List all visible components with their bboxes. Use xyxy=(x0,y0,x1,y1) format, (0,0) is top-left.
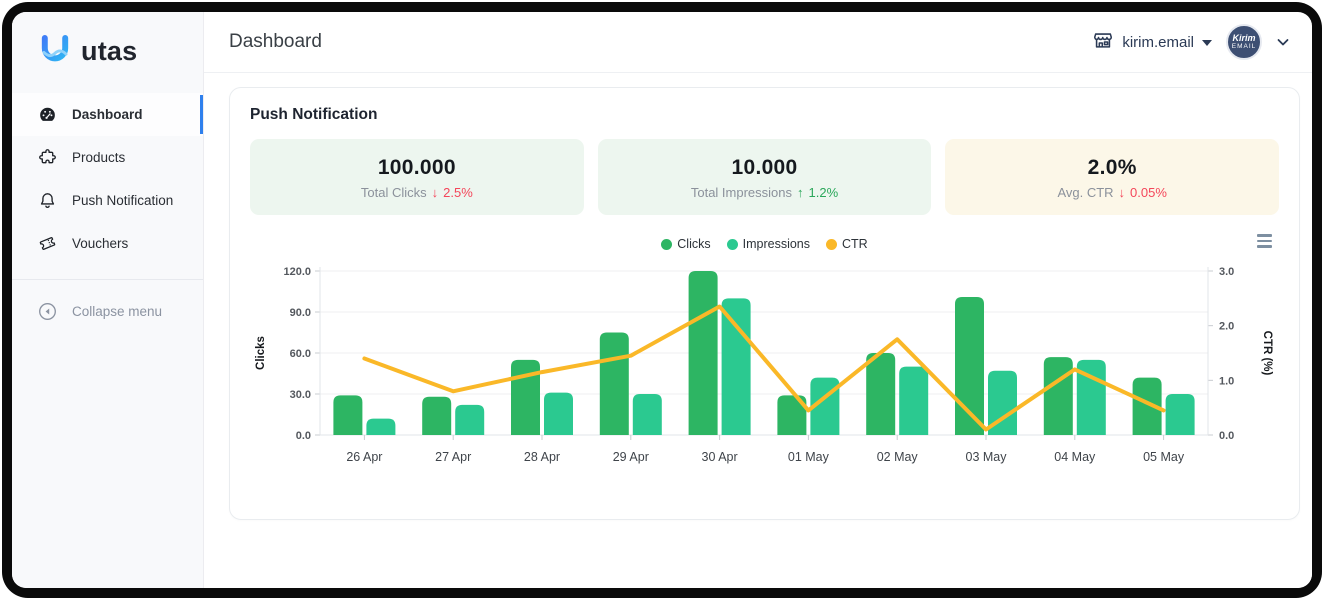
svg-text:90.0: 90.0 xyxy=(290,307,311,319)
combo-chart: 0.0 30.0 60.0 90.0 120.0 0.0 1.0 2.0 3.0 Clicks CT… xyxy=(250,257,1279,484)
sidebar-item-vouchers[interactable]: Vouchers xyxy=(12,222,203,265)
legend-item-clicks[interactable]: Clicks xyxy=(661,237,711,251)
chart-canvas: 0.0 30.0 60.0 90.0 120.0 0.0 1.0 2.0 3.0 Clicks CT… xyxy=(255,266,1273,464)
stat-delta: 1.2% xyxy=(808,185,839,200)
stat-label-row: Avg. CTR ↓ 0.05% xyxy=(955,185,1269,200)
stat-label: Avg. CTR xyxy=(1057,185,1114,200)
sidebar-menu: Dashboard Products Push Notification Vouche… xyxy=(12,93,203,265)
stat-delta: 2.5% xyxy=(443,185,473,200)
stat-value: 2.0% xyxy=(1087,156,1137,179)
stat-card-total-clicks: 100.000 Total Clicks ↓ 2.5% xyxy=(250,139,584,215)
push-notification-card: Push Notification 100.000 Total Clicks ↓ 2.… xyxy=(229,87,1300,520)
main-area: Dashboard kirim.email xyxy=(204,12,1312,588)
legend-dot-icon xyxy=(726,238,738,250)
stat-label-row: Total Impressions ↑ 1.2% xyxy=(608,185,922,200)
legend-label: Impressions xyxy=(742,237,811,251)
chart-menu-icon[interactable] xyxy=(1254,231,1275,251)
stat-card-avg-ctr: 2.0% Avg. CTR ↓ 0.05% xyxy=(945,139,1280,215)
svg-text:01 May: 01 May xyxy=(788,450,830,464)
user-avatar[interactable]: Kirim EMAIL xyxy=(1226,24,1262,60)
legend-item-ctr[interactable]: CTR xyxy=(826,237,868,251)
svg-text:02 May: 02 May xyxy=(877,450,919,464)
stat-card-total-impressions: 10.000 Total Impressions ↑ 1.2% xyxy=(597,139,932,215)
sidebar-item-label: Dashboard xyxy=(72,107,143,122)
trend-down-arrow-icon: ↓ xyxy=(431,185,439,200)
app-window: utas Dashboard Products Push Notification V… xyxy=(12,12,1312,588)
sidebar: utas Dashboard Products Push Notification V… xyxy=(12,12,204,588)
legend-dot-icon xyxy=(826,238,838,250)
svg-text:0.0: 0.0 xyxy=(1219,430,1234,442)
svg-text:26 Apr: 26 Apr xyxy=(346,450,382,464)
stat-delta: 0.05% xyxy=(1130,185,1167,200)
storefront-icon xyxy=(1092,29,1114,56)
svg-text:30.0: 30.0 xyxy=(290,389,311,401)
stat-value: 100.000 xyxy=(377,156,456,179)
sidebar-divider xyxy=(12,279,203,280)
stat-label-row: Total Clicks ↓ 2.5% xyxy=(260,185,574,200)
store-selector[interactable]: kirim.email xyxy=(1092,29,1212,56)
svg-text:60.0: 60.0 xyxy=(290,348,311,360)
svg-text:3.0: 3.0 xyxy=(1219,266,1234,278)
legend-label: Clicks xyxy=(677,237,711,251)
stat-label: Total Clicks xyxy=(360,185,427,200)
svg-text:30 Apr: 30 Apr xyxy=(702,450,738,464)
header-actions: kirim.email Kirim EMAIL xyxy=(1092,24,1290,60)
top-header: Dashboard kirim.email xyxy=(204,12,1312,73)
bell-icon xyxy=(38,191,57,210)
svg-text:2.0: 2.0 xyxy=(1219,321,1234,333)
trend-down-arrow-icon: ↓ xyxy=(1118,185,1126,200)
svg-text:CTR (%): CTR (%) xyxy=(1261,331,1273,376)
legend-dot-icon xyxy=(661,238,673,250)
svg-text:0.0: 0.0 xyxy=(296,430,311,442)
utas-u-logo-icon xyxy=(38,32,72,71)
content-area: Push Notification 100.000 Total Clicks ↓ 2.… xyxy=(204,73,1312,588)
brand-logo[interactable]: utas xyxy=(12,12,203,93)
svg-text:29 Apr: 29 Apr xyxy=(613,450,649,464)
brand-name: utas xyxy=(81,36,138,66)
store-name: kirim.email xyxy=(1122,33,1194,51)
chart-legend: Clicks Impressions CTR xyxy=(250,234,1279,253)
collapse-menu-label: Collapse menu xyxy=(72,303,163,319)
puzzle-icon xyxy=(38,148,57,167)
svg-text:05 May: 05 May xyxy=(1143,450,1185,464)
caret-down-icon xyxy=(1202,40,1212,46)
collapse-circle-left-icon xyxy=(38,302,57,321)
collapse-menu-button[interactable]: Collapse menu xyxy=(12,280,203,334)
svg-text:04 May: 04 May xyxy=(1054,450,1096,464)
avatar-text-line2: EMAIL xyxy=(1231,42,1257,50)
svg-text:27 Apr: 27 Apr xyxy=(435,450,471,464)
legend-item-impressions[interactable]: Impressions xyxy=(726,237,811,251)
chevron-down-icon[interactable] xyxy=(1276,35,1290,49)
svg-text:120.0: 120.0 xyxy=(283,266,311,278)
sidebar-item-label: Vouchers xyxy=(72,236,129,251)
svg-text:Clicks: Clicks xyxy=(255,336,267,370)
svg-text:28 Apr: 28 Apr xyxy=(524,450,560,464)
card-title: Push Notification xyxy=(250,106,378,123)
page-title: Dashboard xyxy=(229,31,322,52)
trend-up-arrow-icon: ↑ xyxy=(797,185,804,200)
sidebar-item-label: Products xyxy=(72,150,126,165)
legend-label: CTR xyxy=(842,237,868,251)
stat-label: Total Impressions xyxy=(690,185,793,200)
stat-value: 10.000 xyxy=(731,156,798,179)
sidebar-item-push-notification[interactable]: Push Notification xyxy=(12,179,203,222)
ticket-icon xyxy=(38,234,57,253)
svg-text:03 May: 03 May xyxy=(966,450,1008,464)
sidebar-item-products[interactable]: Products xyxy=(12,136,203,179)
sidebar-item-label: Push Notification xyxy=(72,193,174,208)
stats-row: 100.000 Total Clicks ↓ 2.5% 10.000 Total Impr… xyxy=(250,139,1280,215)
avatar-text-line1: Kirim xyxy=(1232,32,1256,43)
sidebar-item-dashboard[interactable]: Dashboard xyxy=(12,93,203,136)
svg-text:1.0: 1.0 xyxy=(1219,375,1234,387)
dashboard-gauge-icon xyxy=(38,105,57,124)
